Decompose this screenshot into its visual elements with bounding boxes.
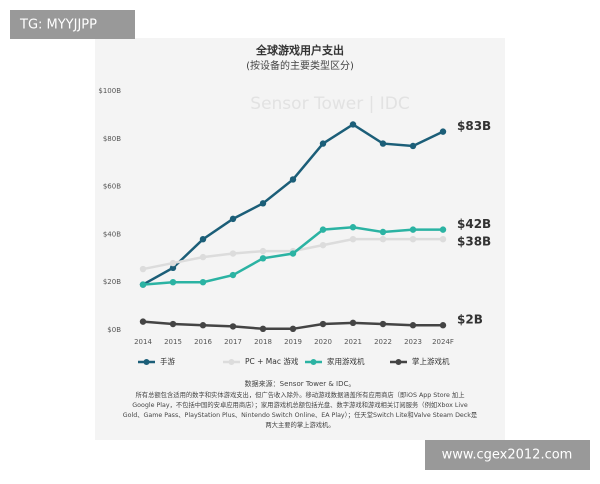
data-label: $42B — [457, 217, 491, 231]
x-tick-label: 2017 — [224, 338, 242, 346]
y-tick-label: $40B — [103, 230, 121, 238]
data-point — [319, 320, 327, 328]
data-point — [139, 318, 147, 325]
data-point — [259, 247, 267, 255]
data-point — [349, 319, 357, 327]
y-tick-label: $20B — [103, 278, 121, 286]
data-point — [439, 322, 447, 329]
legend-swatch-dot — [143, 359, 150, 365]
x-tick-label: 2015 — [164, 338, 182, 346]
source: 数据来源：Sensor Tower & IDC。 — [245, 379, 356, 388]
data-point — [319, 226, 327, 233]
note-line: Google Play，不包括中国的安卓应用商店）；家用游戏机总额包括光盘、数字… — [132, 400, 468, 409]
data-point — [439, 235, 447, 243]
data-label: $2B — [457, 313, 483, 327]
y-tick-label: $0B — [107, 326, 121, 334]
chart-title: 全球游戏用户支出 — [255, 43, 344, 57]
data-point — [289, 250, 297, 257]
data-point — [229, 215, 237, 223]
data-point — [379, 235, 387, 243]
legend-swatch-dot — [395, 359, 402, 365]
data-point — [409, 322, 417, 329]
data-point — [199, 279, 207, 286]
data-point — [349, 235, 357, 243]
data-label: $83B — [457, 119, 491, 133]
data-point — [259, 325, 267, 333]
brand-watermark: Sensor Tower | IDC — [250, 94, 409, 114]
x-tick-label: 2021 — [344, 338, 362, 346]
data-point — [319, 241, 327, 249]
data-point — [199, 235, 207, 243]
x-tick-label: 2020 — [314, 338, 332, 346]
y-tick-label: $80B — [103, 135, 121, 143]
data-point — [379, 140, 387, 147]
watermark-box — [10, 10, 135, 39]
note-line: Gold、Game Pass、PlayStation Plus、Nintendo… — [123, 410, 478, 419]
data-point — [169, 279, 177, 286]
data-point — [139, 265, 147, 273]
legend-swatch-dot — [228, 359, 235, 365]
x-tick-label: 2018 — [254, 338, 272, 346]
data-point — [229, 323, 237, 330]
data-point — [229, 250, 237, 257]
watermark-box — [425, 440, 590, 470]
x-tick-label: 2016 — [194, 338, 212, 346]
watermark-top: TG: MYYJJPP — [19, 18, 97, 33]
data-point — [349, 224, 357, 231]
x-tick-label: 2019 — [284, 338, 302, 346]
note-line: 两大主要的掌上游戏机。 — [265, 420, 334, 429]
data-point — [289, 176, 297, 183]
data-point — [319, 140, 327, 147]
data-point — [379, 320, 387, 328]
data-label: $38B — [457, 235, 491, 249]
x-tick-label: 2024F — [432, 338, 454, 346]
data-point — [139, 281, 147, 288]
legend-label: 掌上游戏机 — [412, 356, 450, 366]
data-point — [259, 255, 267, 262]
data-point — [169, 264, 177, 272]
data-point — [409, 142, 417, 150]
note-line: 所有总额包含适用的数字和实体游戏支出，但广告收入除外。移动游戏数据涵盖所有应用商… — [135, 390, 464, 399]
data-point — [169, 259, 177, 267]
data-point — [439, 226, 447, 233]
data-point — [199, 322, 207, 329]
legend-label: PC + Mac 游戏 — [245, 356, 299, 366]
data-point — [379, 228, 387, 236]
chart-subtitle: (按设备的主要类型区分) — [246, 59, 354, 72]
data-point — [199, 253, 207, 261]
y-tick-label: $60B — [103, 183, 121, 191]
data-point — [289, 325, 297, 333]
data-point — [349, 121, 357, 128]
legend-swatch-dot — [310, 359, 317, 365]
data-point — [169, 320, 177, 328]
watermark-bottom: www.cgex2012.com — [442, 448, 573, 463]
x-tick-label: 2023 — [404, 338, 422, 346]
data-point — [409, 226, 417, 233]
legend-label: 手游 — [160, 356, 175, 366]
data-point — [409, 235, 417, 243]
legend-label: 家用游戏机 — [327, 356, 365, 366]
data-point — [229, 271, 237, 279]
y-tick-label: $100B — [98, 87, 121, 95]
x-tick-label: 2022 — [374, 338, 392, 346]
x-tick-label: 2014 — [134, 338, 152, 346]
data-point — [259, 200, 267, 207]
data-point — [439, 128, 447, 135]
